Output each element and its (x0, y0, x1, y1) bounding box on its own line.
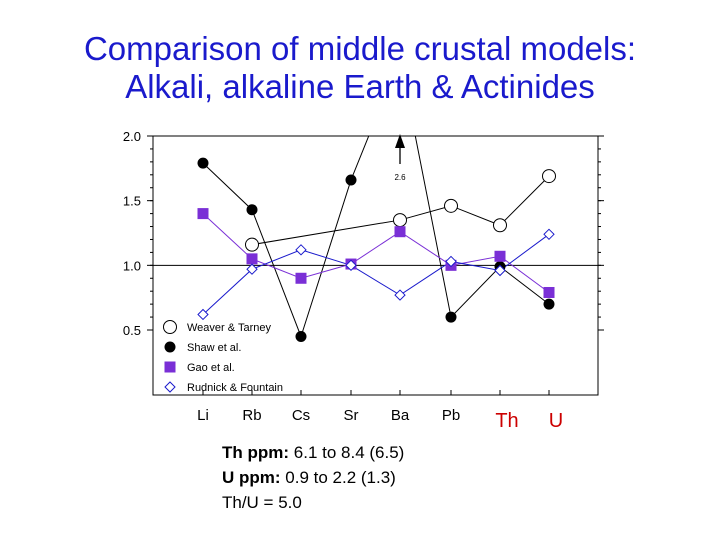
data-point (345, 259, 357, 272)
data-point (295, 330, 307, 342)
data-point (246, 204, 258, 216)
annotation-arrow-head (395, 134, 405, 148)
x-tick-label: Pb (442, 407, 460, 424)
u-note-value: 0.9 to 2.2 (1.3) (280, 468, 396, 487)
legend-label: Shaw et al. (187, 342, 241, 354)
data-point (543, 298, 555, 310)
data-point (444, 198, 458, 213)
ratio-note: Th/U = 5.0 (222, 493, 302, 512)
y-tick-label: 0.5 (123, 323, 141, 338)
series-lines (202, 136, 550, 338)
chart-title: Comparison of middle crustal models: Alk… (0, 30, 720, 106)
legend-marker (164, 381, 176, 393)
th-note: Th ppm: 6.1 to 8.4 (6.5) (222, 440, 404, 465)
legend-marker (164, 361, 176, 373)
data-point (445, 311, 457, 323)
th-note-label: Th ppm: (222, 443, 290, 462)
th-note-value: 6.1 to 8.4 (6.5) (289, 443, 405, 462)
u-note: U ppm: 0.9 to 2.2 (1.3) (222, 465, 404, 490)
title-line-2: Alkali, alkaline Earth & Actinides (125, 68, 595, 105)
x-tick-label: Li (197, 407, 209, 424)
data-point (345, 174, 357, 186)
legend-marker (164, 341, 176, 353)
legend-label: Rudnick & Fountain (187, 382, 283, 394)
y-tick-label: 2.0 (123, 129, 141, 144)
x-tick-label: Cs (292, 407, 310, 424)
data-point (494, 264, 506, 277)
data-point (493, 218, 507, 233)
legend-label: Weaver & Tarney (187, 322, 271, 334)
data-point (197, 157, 209, 169)
series-line (202, 136, 550, 338)
data-point (393, 213, 407, 228)
x-tick-label: U (549, 410, 563, 432)
data-point (394, 226, 406, 238)
data-point (246, 253, 258, 265)
data-point (197, 308, 209, 321)
data-point (543, 228, 555, 241)
data-point (445, 255, 457, 268)
data-point (245, 237, 259, 252)
data-point (494, 250, 506, 262)
series-line (202, 233, 550, 315)
x-tick-label: Ba (391, 407, 410, 424)
series-line (202, 213, 550, 293)
y-tick-label: 1.0 (123, 258, 141, 273)
data-point (295, 272, 307, 284)
x-tick-label: Rb (242, 407, 261, 424)
annotation-label: 2.6 (394, 173, 406, 182)
data-point (246, 263, 258, 275)
x-tick-label: Sr (344, 407, 359, 424)
data-point (542, 169, 556, 184)
data-point (295, 244, 307, 256)
legend-label: Gao et al. (187, 362, 235, 374)
data-point (197, 208, 209, 220)
u-note-label: U ppm: (222, 468, 281, 487)
title-line-1: Comparison of middle crustal models: (83, 30, 637, 67)
y-tick-label: 1.5 (123, 194, 141, 209)
data-point (543, 286, 555, 298)
legend-marker (163, 320, 177, 334)
notes-block: Th ppm: 6.1 to 8.4 (6.5) U ppm: 0.9 to 2… (222, 440, 404, 515)
x-tick-label: Th (495, 410, 518, 432)
data-point (394, 289, 406, 301)
